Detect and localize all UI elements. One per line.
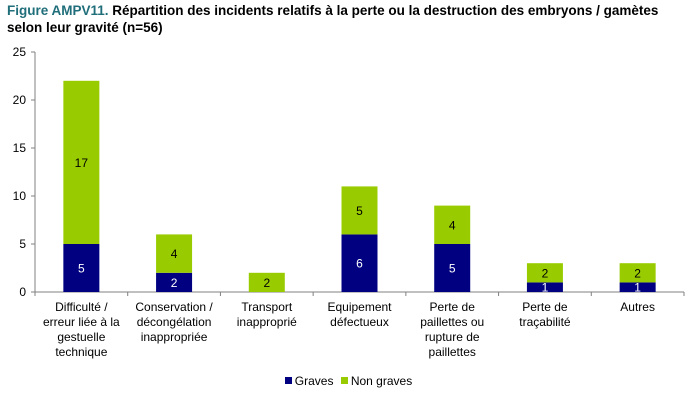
data-label: 1 [634,281,641,295]
category-label-line: gestuelle [57,330,105,344]
legend-item-non-graves: Non graves [340,373,413,388]
y-tick-label: 10 [13,189,27,203]
bar-segment-graves [156,272,193,292]
bar-segment-non-graves [248,272,285,292]
chart-title-text: Répartition des incidents relatifs à la … [7,3,659,35]
data-label: 4 [449,218,456,232]
chart-bars [63,80,656,292]
data-label: 5 [356,204,363,218]
category-label: Transport inapproprié [237,300,297,329]
data-label: 5 [78,262,85,276]
data-label: 4 [171,247,178,261]
data-label: 6 [356,257,363,271]
category-label-line: paillettes [429,345,476,359]
y-tick-label: 20 [13,93,27,107]
data-label: 5 [449,262,456,276]
chart-title: Figure AMPV11. Répartition des incidents… [7,2,692,36]
category-label: Equipement défectueux [327,300,392,329]
bar-segment-graves [63,244,100,292]
legend-label-non-graves: Non graves [350,373,413,388]
data-label: 2 [263,276,270,290]
category-label-line: Perte de [430,300,476,314]
y-tick-label: 5 [19,237,26,251]
data-label: 2 [542,266,549,280]
legend-swatch-non-graves [340,377,348,384]
category-label: Autres [620,300,655,314]
bar-segment-non-graves [341,186,378,235]
bar-segment-graves [526,282,563,292]
category-label: Perte de traçabilité [519,300,571,329]
data-label: 2 [634,266,641,280]
category-label-line: rupture de [425,330,480,344]
chart-legend: Graves Non graves [0,373,697,388]
bar-segment-non-graves [619,263,656,283]
category-label-line: défectueux [330,315,389,329]
legend-label-graves: Graves [294,373,334,388]
bar-segment-non-graves [434,205,471,244]
category-label-line: inappropriée [141,330,208,344]
bar-segment-non-graves [63,80,100,244]
category-label-line: paillettes ou [420,315,484,329]
category-label-line: technique [55,345,107,359]
category-label-line: traçabilité [519,315,571,329]
bar-segment-graves [619,282,656,292]
category-label-line: inapproprié [237,315,297,329]
category-label-line: Difficulté / [55,300,108,314]
bar-segment-graves [434,244,471,292]
category-label: Perte de paillettes ou rupture de paillette… [420,300,484,359]
category-label: Difficulté / erreur liée à la gestuelle tec… [43,300,120,359]
category-label-line: Conservation / [135,300,213,314]
y-tick-label: 0 [19,285,26,299]
data-label: 17 [75,156,89,170]
category-label-line: Transport [241,300,293,314]
category-label-line: Equipement [327,300,392,314]
legend-swatch-graves [284,377,292,384]
category-label-line: décongélation [137,315,212,329]
chart-title-prefix: Figure AMPV11. [7,3,109,18]
y-tick-label: 25 [13,45,27,59]
bar-segment-non-graves [526,263,563,283]
chart-category-labels: Difficulté / erreur liée à la gestuelle tec… [43,300,655,359]
category-label-line: erreur liée à la [43,315,120,329]
bar-segment-non-graves [156,234,193,273]
category-label-line: Perte de [522,300,568,314]
bar-segment-graves [341,234,378,292]
legend-item-graves: Graves [284,373,334,388]
data-label: 2 [171,276,178,290]
y-tick-label: 15 [13,141,27,155]
category-label-line: Autres [620,300,655,314]
category-label: Conservation / décongélation inappropriée [135,300,213,344]
data-label: 1 [542,281,549,295]
